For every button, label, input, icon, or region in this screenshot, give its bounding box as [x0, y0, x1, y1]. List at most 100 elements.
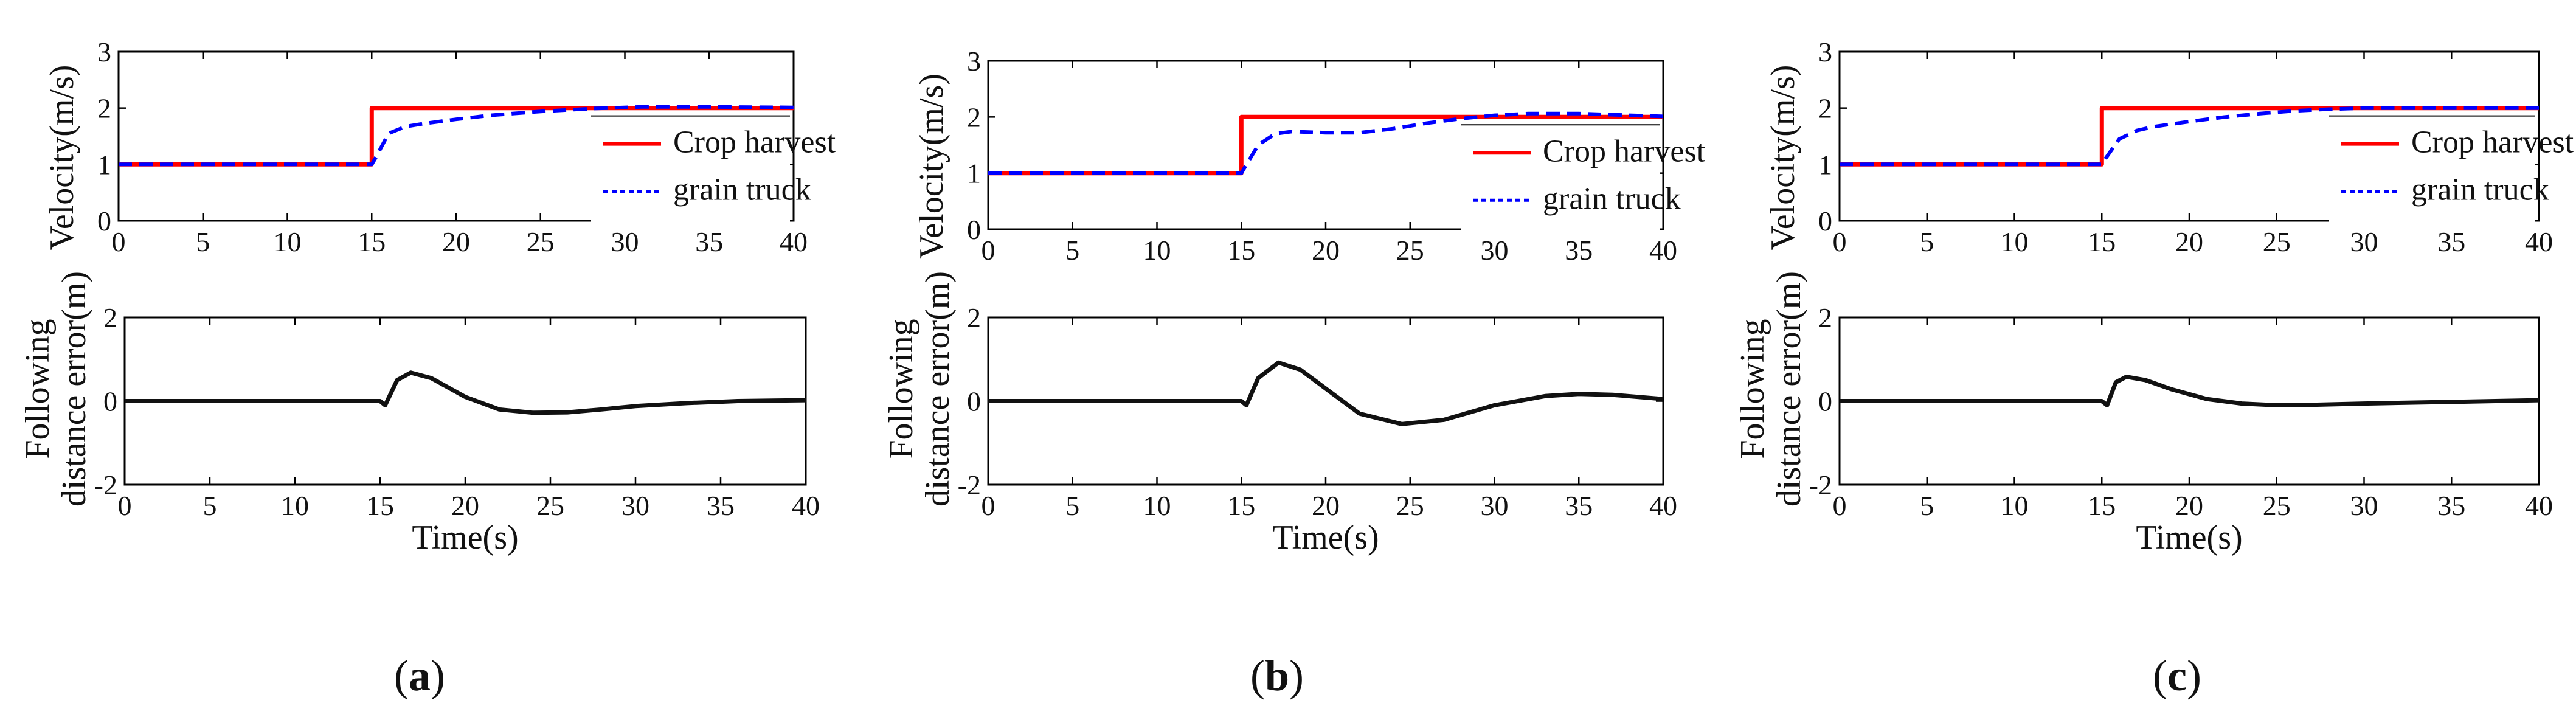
x-tick-label: 5: [203, 490, 217, 521]
x-tick-label: 10: [274, 226, 302, 257]
x-tick-label: 25: [536, 490, 564, 521]
y-axis-label-line1: Following: [19, 319, 57, 459]
x-tick-label: 5: [196, 226, 210, 257]
x-tick-label: 5: [1065, 490, 1079, 521]
x-tick-label: 5: [1065, 235, 1079, 266]
x-tick-label: 0: [982, 235, 995, 266]
legend-entry-crop-harvest: Crop harvest: [2411, 125, 2574, 160]
x-tick-label: 30: [1481, 235, 1509, 266]
y-tick-label: 0: [967, 214, 981, 245]
y-tick-label: 3: [97, 36, 111, 68]
x-tick-label: 35: [2437, 226, 2465, 257]
x-tick-label: 35: [1565, 235, 1593, 266]
x-tick-label: 15: [2088, 226, 2116, 257]
y-axis-label-line1: Following: [1734, 319, 1771, 459]
x-tick-label: 35: [2437, 490, 2465, 521]
legend-entry-crop-harvest: Crop harvest: [1543, 134, 1706, 168]
y-tick-label: 2: [1818, 302, 1832, 333]
x-tick-label: 15: [2088, 490, 2116, 521]
series-line-grain-truck: [988, 111, 1663, 175]
x-tick-label: 15: [1227, 235, 1255, 266]
x-tick-label: 20: [2175, 226, 2203, 257]
x-tick-label: 30: [621, 490, 649, 521]
y-axis-label-line2: distance error(m): [1770, 271, 1808, 507]
x-tick-label: 0: [112, 226, 126, 257]
x-tick-label: 30: [1481, 490, 1509, 521]
x-tick-label: 10: [2001, 490, 2029, 521]
x-tick-label: 10: [281, 490, 309, 521]
x-tick-label: 30: [2350, 226, 2378, 257]
x-tick-label: 30: [2350, 490, 2378, 521]
x-tick-label: 25: [2263, 490, 2291, 521]
y-tick-label: 2: [967, 302, 981, 333]
x-tick-label: 25: [2263, 226, 2291, 257]
y-tick-label: 3: [1818, 36, 1832, 68]
x-tick-label: 20: [442, 226, 470, 257]
legend-box: [1461, 125, 1660, 232]
y-tick-label: 1: [1818, 149, 1832, 180]
legend-entry-crop-harvest: Crop harvest: [673, 125, 836, 160]
legend: Crop harvest grain truck: [591, 115, 836, 223]
x-tick-label: 10: [1143, 235, 1171, 266]
x-tick-label: 5: [1920, 226, 1934, 257]
x-tick-label: 40: [2525, 490, 2553, 521]
x-axis-label: Time(s): [1272, 519, 1379, 556]
x-axis-label: Time(s): [2136, 519, 2242, 556]
panel-label-b: (b): [1250, 651, 1304, 700]
y-axis-label-line2: distance error(m): [55, 271, 93, 507]
y-axis-label-line2: distance error(m): [919, 271, 957, 507]
series-line-distance-error: [1840, 375, 2539, 407]
legend-box: [591, 116, 790, 223]
chart-panel-a-velocity: 0 5 10 15 20 25 30 35 40 0 1 2 3 Velocity(m/s) Crop ha…: [43, 36, 836, 257]
y-axis-label: Velocity(m/s): [1764, 65, 1802, 251]
x-tick-label: 40: [2525, 226, 2553, 257]
x-tick-label: 40: [1649, 235, 1677, 266]
x-tick-label: 0: [1833, 226, 1847, 257]
series-line-distance-error: [125, 370, 806, 415]
series-line-distance-error: [988, 360, 1663, 426]
y-tick-label: 1: [967, 158, 981, 189]
x-tick-label: 0: [982, 490, 995, 521]
legend-entry-grain-truck: grain truck: [2411, 173, 2549, 207]
legend-entry-grain-truck: grain truck: [673, 173, 811, 207]
x-tick-label: 0: [118, 490, 132, 521]
y-tick-label: 2: [97, 93, 111, 124]
x-tick-label: 20: [2175, 490, 2203, 521]
x-tick-label: 20: [451, 490, 479, 521]
x-tick-label: 40: [792, 490, 820, 521]
y-tick-label: 0: [1818, 206, 1832, 237]
x-tick-label: 10: [1143, 490, 1171, 521]
y-tick-label: 2: [103, 302, 117, 333]
y-axis-label: Velocity(m/s): [913, 74, 950, 259]
y-tick-label: 0: [1818, 386, 1832, 417]
y-axis-label: Velocity(m/s): [43, 65, 81, 251]
series-line-grain-truck: [119, 105, 794, 167]
panel-label-c: (c): [2153, 651, 2201, 700]
x-tick-label: 15: [1227, 490, 1255, 521]
x-tick-label: 15: [358, 226, 386, 257]
y-tick-label: -2: [1809, 469, 1832, 501]
x-tick-label: 35: [707, 490, 735, 521]
x-tick-label: 25: [1396, 235, 1424, 266]
x-tick-label: 0: [1833, 490, 1847, 521]
y-tick-label: 2: [967, 102, 981, 133]
chart-panel-c-velocity: 0 5 10 15 20 25 30 35 40 0 1 2 3 Velocity(m/s) Crop ha…: [1764, 36, 2574, 257]
panel-label-a: (a): [394, 651, 445, 700]
x-tick-label: 5: [1920, 490, 1934, 521]
x-tick-label: 15: [366, 490, 394, 521]
y-tick-label: -2: [958, 469, 981, 501]
legend-entry-grain-truck: grain truck: [1543, 181, 1681, 216]
y-tick-label: -2: [94, 469, 117, 501]
x-axis-label: Time(s): [412, 519, 518, 556]
chart-panel-b-velocity: 0 5 10 15 20 25 30 35 40 0 1 2 3 Velocity(m/s) Crop ha…: [913, 46, 1706, 266]
y-tick-label: 0: [103, 386, 117, 417]
legend-box: [2329, 116, 2535, 223]
x-tick-label: 35: [695, 226, 723, 257]
x-tick-label: 25: [1396, 490, 1424, 521]
x-tick-label: 40: [780, 226, 808, 257]
x-tick-label: 40: [1649, 490, 1677, 521]
y-tick-label: 2: [1818, 93, 1832, 124]
